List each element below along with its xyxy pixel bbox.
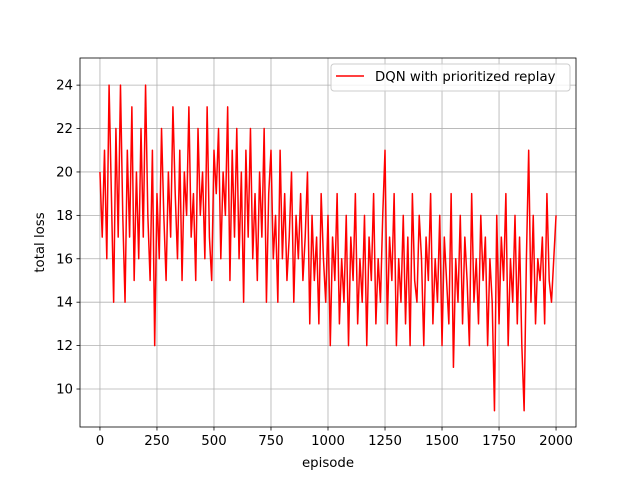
x-tick-label: 0 bbox=[96, 434, 104, 449]
y-axis-label: total loss bbox=[33, 212, 48, 272]
x-tick-label: 1000 bbox=[311, 434, 345, 449]
x-tick-label: 1500 bbox=[425, 434, 459, 449]
legend-box bbox=[330, 63, 571, 92]
x-tick-label: 750 bbox=[258, 434, 283, 449]
series-lines bbox=[99, 84, 557, 412]
y-tick-label: 18 bbox=[56, 209, 73, 224]
legend-label: DQN with prioritized replay bbox=[375, 70, 556, 85]
y-tick-label: 22 bbox=[56, 122, 73, 137]
x-tick-label: 250 bbox=[144, 434, 169, 449]
x-tick-label: 2000 bbox=[539, 434, 573, 449]
y-tick-label: 16 bbox=[56, 252, 73, 267]
legend: DQN with prioritized replay bbox=[330, 63, 571, 92]
y-tick-label: 10 bbox=[56, 383, 73, 398]
x-tick-label: 1250 bbox=[368, 434, 402, 449]
y-tick-label: 14 bbox=[56, 296, 73, 311]
y-tick-label: 24 bbox=[56, 79, 73, 94]
x-tick-label: 500 bbox=[201, 434, 226, 449]
series-line-0 bbox=[99, 84, 557, 412]
y-tick-label: 20 bbox=[56, 165, 73, 180]
x-tick-label: 1750 bbox=[482, 434, 516, 449]
x-axis-ticks: 0 250 500 750 1000 1250 1500 1750 2000 bbox=[96, 427, 573, 449]
x-axis-label: episode bbox=[302, 456, 354, 471]
y-axis-ticks: 10 12 14 16 18 20 22 24 bbox=[56, 79, 80, 398]
y-tick-label: 12 bbox=[56, 339, 73, 354]
